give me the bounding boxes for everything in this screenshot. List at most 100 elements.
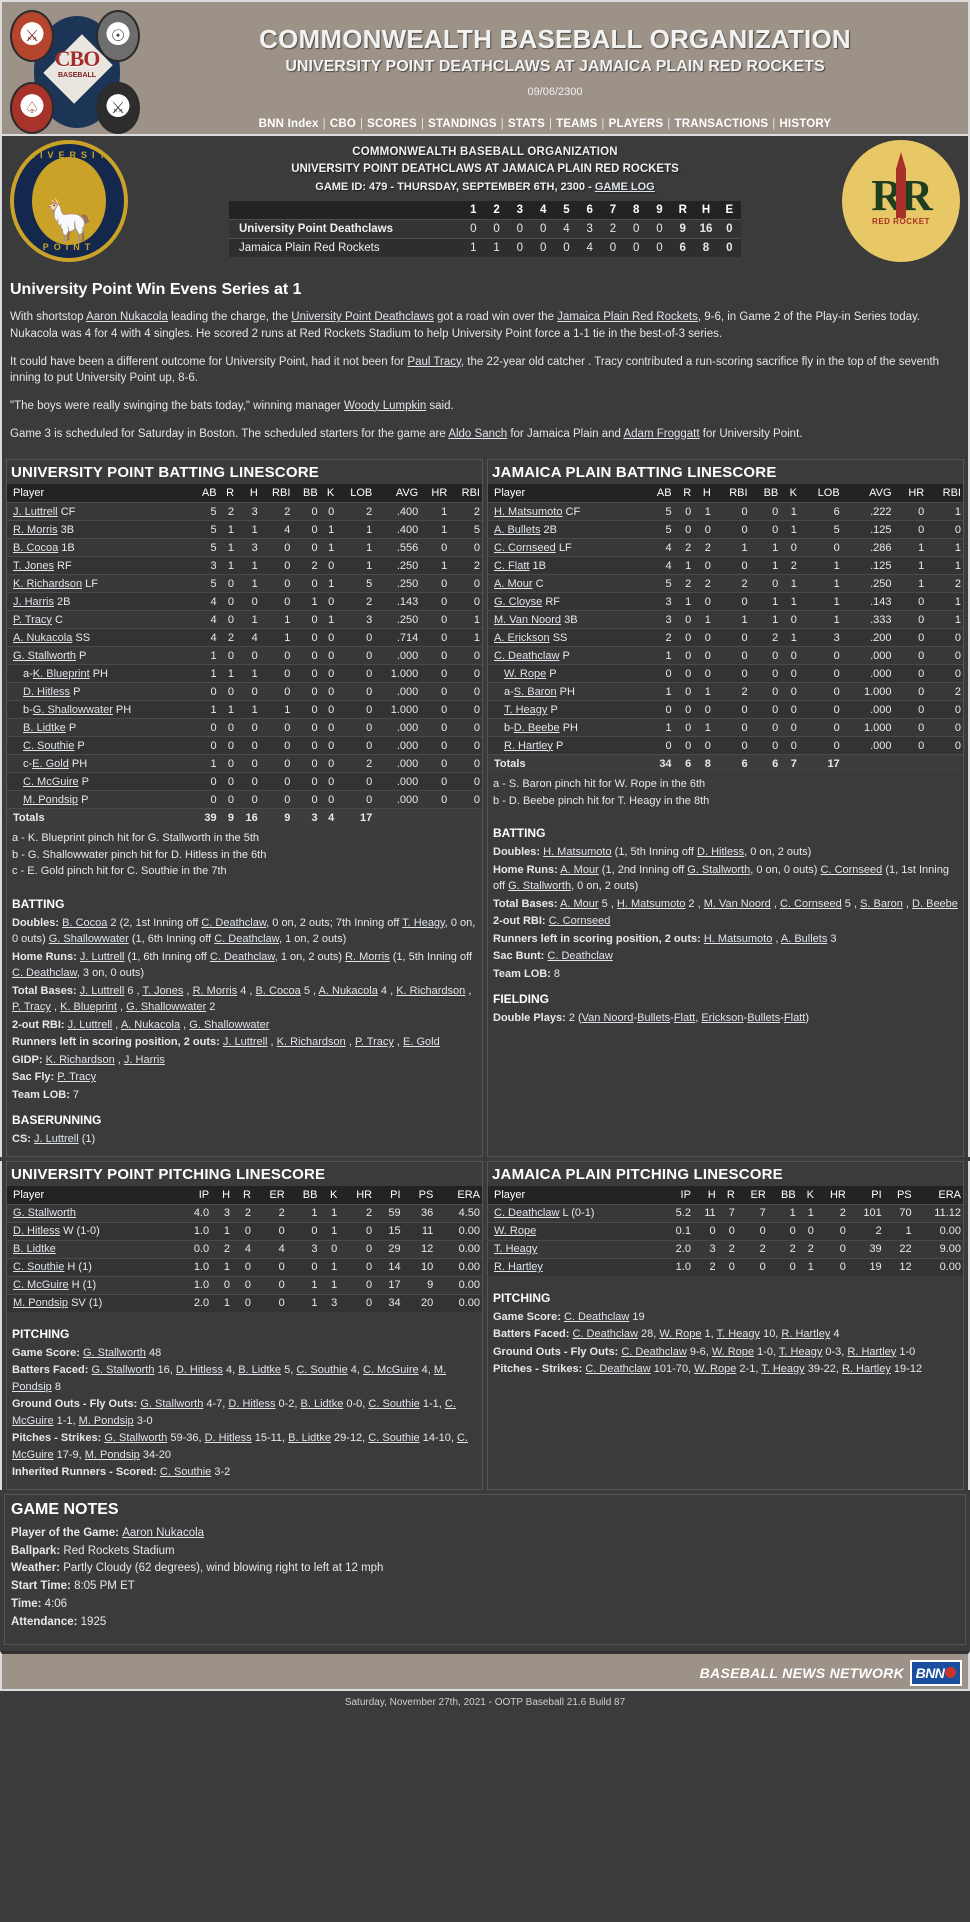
game-log-link[interactable]: GAME LOG bbox=[594, 181, 655, 193]
player-link[interactable]: A. Bullets bbox=[780, 932, 828, 945]
player-link[interactable]: K. Richardson bbox=[276, 1036, 346, 1049]
player-link[interactable]: T. Heagy bbox=[716, 1328, 761, 1341]
nav-item-teams[interactable]: TEAMS bbox=[556, 118, 598, 130]
player-link[interactable]: G. Shallowwater bbox=[189, 1018, 270, 1031]
player-link[interactable]: C. Deathclaw bbox=[494, 649, 560, 662]
player-link[interactable]: C. Southie bbox=[368, 1432, 420, 1445]
player-link[interactable]: A. Mour bbox=[560, 863, 599, 876]
player-link[interactable]: B. Cocoa bbox=[62, 916, 108, 929]
player-link[interactable]: C. Deathclaw bbox=[621, 1345, 687, 1358]
player-link[interactable]: K. Richardson bbox=[396, 984, 466, 997]
player-link[interactable]: W. Rope bbox=[659, 1328, 702, 1341]
article-link[interactable]: Aldo Sanch bbox=[448, 427, 508, 440]
player-link[interactable]: Van Noord bbox=[581, 1012, 634, 1025]
player-link[interactable]: S. Baron bbox=[513, 685, 557, 698]
player-link[interactable]: C. Deathclaw bbox=[209, 950, 275, 963]
player-link[interactable]: C. McGuire bbox=[12, 1432, 468, 1461]
player-link[interactable]: A. Bullets bbox=[494, 523, 541, 536]
player-link[interactable]: D. Beebe bbox=[513, 721, 560, 734]
player-link[interactable]: B. Lidtke bbox=[300, 1398, 344, 1411]
player-link[interactable]: C. Southie bbox=[368, 1398, 420, 1411]
player-link[interactable]: P. Tracy bbox=[354, 1036, 394, 1049]
nav-item-history[interactable]: HISTORY bbox=[779, 118, 832, 130]
player-link[interactable]: A. Nukacola bbox=[13, 631, 73, 644]
player-link[interactable]: J. Harris bbox=[13, 595, 54, 608]
article-link[interactable]: Jamaica Plain Red Rockets bbox=[557, 311, 698, 324]
player-link[interactable]: R. Hartley bbox=[847, 1345, 897, 1358]
player-link[interactable]: C. Cornseed bbox=[494, 541, 556, 554]
player-link[interactable]: W. Rope bbox=[494, 1225, 537, 1238]
player-link[interactable]: A. Mour bbox=[560, 897, 599, 910]
player-link[interactable]: G. Shallowwater bbox=[126, 1001, 207, 1014]
player-link[interactable]: Erickson bbox=[701, 1012, 744, 1025]
player-link[interactable]: Aaron Nukacola bbox=[122, 1526, 205, 1539]
nav-item-scores[interactable]: SCORES bbox=[367, 118, 417, 130]
player-link[interactable]: Bullets bbox=[747, 1012, 781, 1025]
player-link[interactable]: J. Luttrell bbox=[222, 1036, 268, 1049]
player-link[interactable]: C. Deathclaw bbox=[547, 950, 613, 963]
player-link[interactable]: R. Hartley bbox=[781, 1328, 831, 1341]
player-link[interactable]: K. Richardson bbox=[13, 577, 83, 590]
player-link[interactable]: W. Rope bbox=[711, 1345, 755, 1358]
player-link[interactable]: C. Cornseed bbox=[548, 915, 611, 928]
player-link[interactable]: C. Southie bbox=[23, 739, 75, 752]
player-link[interactable]: C. Deathclaw bbox=[12, 967, 77, 980]
player-link[interactable]: J. Harris bbox=[123, 1053, 165, 1066]
player-link[interactable]: D. Hitless bbox=[175, 1364, 223, 1377]
player-link[interactable]: G. Shallowwater bbox=[32, 703, 113, 716]
player-link[interactable]: M. Pondsip bbox=[78, 1414, 134, 1427]
player-link[interactable]: C. Southie bbox=[13, 1261, 65, 1274]
player-link[interactable]: D. Hitless bbox=[23, 685, 71, 698]
player-link[interactable]: C. Deathclaw bbox=[201, 916, 267, 929]
player-link[interactable]: G. Stallworth bbox=[91, 1364, 155, 1377]
player-link[interactable]: E. Gold bbox=[32, 757, 69, 770]
player-link[interactable]: C. Deathclaw bbox=[494, 1207, 560, 1220]
player-link[interactable]: A. Nukacola bbox=[318, 984, 378, 997]
player-link[interactable]: M. Pondsip bbox=[13, 1297, 69, 1310]
player-link[interactable]: E. Gold bbox=[403, 1036, 440, 1049]
player-link[interactable]: R. Hartley bbox=[841, 1363, 891, 1376]
nav-item-bnn-index[interactable]: BNN Index bbox=[258, 118, 319, 130]
player-link[interactable]: T. Heagy bbox=[761, 1363, 805, 1376]
nav-item-stats[interactable]: STATS bbox=[507, 118, 545, 130]
player-link[interactable]: T. Jones bbox=[142, 984, 184, 997]
main-navigation[interactable]: BNN Index | CBO | SCORES | STANDINGS | STATS | TEA… bbox=[2, 118, 968, 130]
player-link[interactable]: C. Cornseed bbox=[820, 863, 883, 876]
player-link[interactable]: B. Lidtke bbox=[13, 1243, 56, 1256]
player-link[interactable]: C. McGuire bbox=[12, 1398, 456, 1427]
article-link[interactable]: University Point Deathclaws bbox=[291, 311, 434, 324]
player-link[interactable]: K. Blueprint bbox=[60, 1001, 117, 1014]
player-link[interactable]: T. Heagy bbox=[494, 1243, 538, 1256]
player-link[interactable]: H. Matsumoto bbox=[494, 505, 563, 518]
player-link[interactable]: C. Southie bbox=[159, 1466, 212, 1479]
player-link[interactable]: M. Van Noord bbox=[494, 613, 562, 626]
player-link[interactable]: J. Luttrell bbox=[34, 1133, 79, 1146]
player-link[interactable]: J. Luttrell bbox=[79, 984, 125, 997]
article-link[interactable]: Adam Froggatt bbox=[623, 427, 700, 440]
player-link[interactable]: J. Luttrell bbox=[79, 950, 125, 963]
player-link[interactable]: P. Tracy bbox=[57, 1071, 97, 1084]
player-link[interactable]: C. Southie bbox=[296, 1364, 348, 1377]
player-link[interactable]: T. Jones bbox=[13, 559, 54, 572]
player-link[interactable]: C. McGuire bbox=[363, 1364, 419, 1377]
player-link[interactable]: Bullets bbox=[637, 1012, 671, 1025]
player-link[interactable]: Flatt bbox=[783, 1012, 806, 1025]
player-link[interactable]: H. Matsumoto bbox=[616, 897, 686, 910]
player-link[interactable]: P. Tracy bbox=[13, 613, 52, 626]
player-link[interactable]: M. Pondsip bbox=[12, 1364, 447, 1393]
player-link[interactable]: B. Lidtke bbox=[238, 1364, 282, 1377]
player-link[interactable]: C. Deathclaw bbox=[214, 933, 280, 946]
player-link[interactable]: G. Stallworth bbox=[82, 1346, 146, 1359]
player-link[interactable]: A. Erickson bbox=[494, 631, 550, 644]
player-link[interactable]: D. Hitless bbox=[204, 1432, 252, 1445]
player-link[interactable]: R. Hartley bbox=[504, 739, 553, 752]
player-link[interactable]: A. Mour bbox=[494, 577, 533, 590]
player-link[interactable]: G. Cloyse bbox=[494, 595, 543, 608]
player-link[interactable]: J. Luttrell bbox=[67, 1018, 113, 1031]
player-link[interactable]: B. Lidtke bbox=[23, 721, 66, 734]
player-link[interactable]: G. Stallworth bbox=[140, 1398, 204, 1411]
player-link[interactable]: G. Stallworth bbox=[508, 880, 572, 893]
player-link[interactable]: R. Hartley bbox=[494, 1261, 543, 1274]
player-link[interactable]: D. Beebe bbox=[912, 897, 958, 910]
player-link[interactable]: C. McGuire bbox=[13, 1279, 69, 1292]
